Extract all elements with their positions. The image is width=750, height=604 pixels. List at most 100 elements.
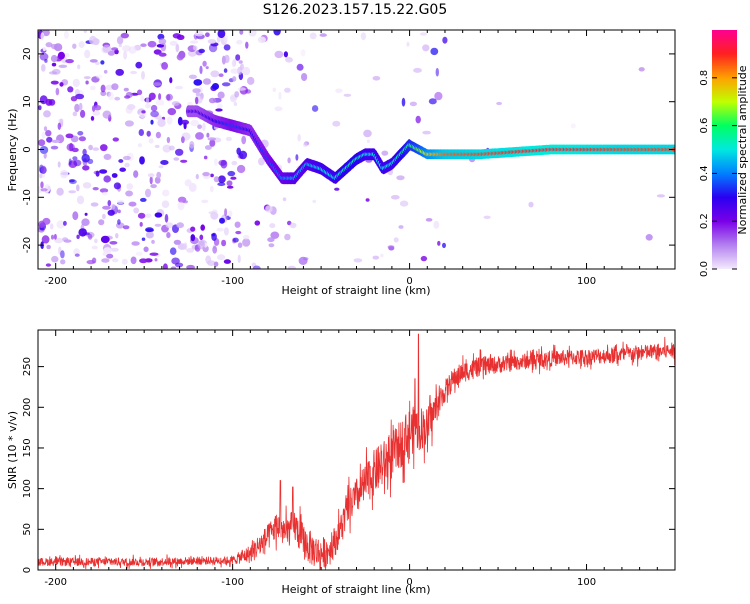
noise-blob: [84, 49, 91, 59]
noise-blob: [204, 145, 212, 150]
noise-blob: [162, 189, 170, 197]
noise-blob: [176, 222, 184, 229]
noise-blob: [107, 200, 112, 207]
noise-blob: [68, 190, 76, 194]
noise-blob: [143, 246, 149, 253]
noise-blob: [72, 156, 78, 161]
noise-blob: [76, 195, 85, 205]
noise-blob: [211, 209, 218, 215]
noise-blob: [117, 209, 121, 214]
noise-blob: [199, 65, 203, 75]
noise-blob: [401, 97, 406, 107]
y-tick-label: -10: [22, 189, 33, 205]
noise-blob: [141, 71, 145, 80]
noise-blob: [267, 237, 275, 243]
noise-blob: [372, 76, 381, 81]
noise-blob: [430, 47, 439, 56]
noise-blob: [122, 225, 130, 230]
noise-blob: [110, 247, 119, 252]
noise-blob: [223, 68, 228, 73]
noise-blob: [148, 138, 154, 144]
noise-blob: [137, 212, 146, 219]
noise-blob: [202, 60, 207, 67]
noise-blob: [175, 43, 180, 53]
noise-blob: [285, 57, 293, 63]
noise-blob: [166, 94, 171, 101]
noise-blob: [99, 188, 109, 193]
noise-blob: [207, 137, 217, 141]
noise-blob: [425, 218, 433, 222]
colorbar-tick-label: 0.0: [699, 261, 710, 277]
noise-blob: [184, 179, 192, 187]
noise-blob: [42, 30, 50, 37]
spectrogram-heatmap: [38, 30, 675, 269]
noise-blob: [162, 263, 168, 269]
noise-blob: [172, 33, 182, 39]
noise-blob: [177, 201, 185, 211]
noise-blob: [116, 199, 125, 204]
noise-blob: [42, 47, 47, 52]
noise-blob: [393, 237, 399, 243]
noise-blob: [113, 182, 121, 190]
noise-blob: [420, 255, 428, 262]
snr-x-label: Height of straight line (km): [281, 583, 430, 596]
noise-blob: [289, 222, 297, 229]
noise-blob: [102, 191, 108, 196]
noise-blob: [252, 265, 261, 269]
noise-blob: [254, 220, 261, 226]
noise-blob: [114, 96, 121, 101]
noise-blob: [40, 188, 48, 192]
noise-blob: [284, 233, 291, 241]
noise-blob: [58, 64, 68, 69]
noise-blob: [118, 159, 124, 163]
colorbar-tick-label: 0.6: [699, 118, 710, 134]
noise-blob: [283, 51, 288, 58]
noise-blob: [257, 36, 266, 44]
noise-blob: [195, 92, 201, 97]
x-tick-label: 100: [577, 276, 596, 287]
noise-blob: [343, 93, 352, 97]
noise-blob: [109, 241, 118, 245]
noise-blob: [150, 110, 160, 118]
noise-blob: [124, 162, 130, 168]
noise-blob: [311, 105, 319, 112]
noise-blob: [140, 197, 147, 202]
noise-blob: [221, 239, 227, 247]
noise-blob: [193, 79, 203, 86]
noise-blob: [130, 256, 137, 265]
y-tick-label: 100: [22, 479, 33, 498]
noise-blob: [74, 103, 80, 113]
noise-blob: [54, 237, 64, 244]
noise-blob: [63, 30, 69, 39]
noise-blob: [224, 208, 228, 217]
noise-blob: [218, 73, 224, 77]
noise-blob: [46, 244, 51, 250]
snr-frame: [37, 329, 676, 571]
noise-blob: [92, 147, 100, 151]
noise-blob: [208, 43, 218, 53]
noise-blob: [269, 223, 276, 229]
noise-blob: [202, 78, 212, 85]
noise-blob: [173, 239, 182, 245]
noise-blob: [175, 262, 184, 268]
noise-blob: [238, 150, 248, 160]
noise-blob: [51, 234, 54, 240]
noise-blob: [166, 232, 171, 239]
noise-blob: [242, 66, 251, 76]
noise-blob: [128, 201, 137, 207]
noise-blob: [181, 136, 185, 144]
noise-blob: [233, 102, 238, 106]
noise-blob: [234, 221, 241, 228]
noise-blob: [296, 63, 304, 71]
noise-blob: [209, 139, 216, 147]
x-tick-label: -200: [44, 577, 67, 588]
noise-blob: [133, 207, 140, 214]
noise-blob: [195, 132, 204, 140]
noise-blob: [60, 169, 69, 179]
y-tick-label: -20: [22, 237, 33, 253]
noise-blob: [145, 97, 150, 105]
noise-blob: [363, 129, 372, 138]
noise-blob: [208, 97, 217, 104]
noise-blob: [194, 31, 204, 37]
snr-y-label: SNR (10 * v/v): [6, 411, 19, 489]
